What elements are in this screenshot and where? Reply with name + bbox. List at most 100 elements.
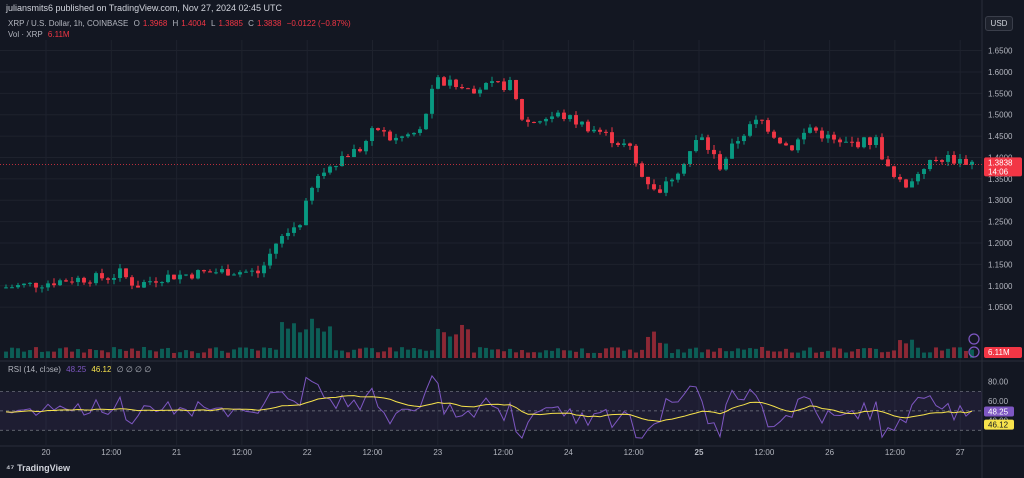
- volume-bar: [418, 349, 422, 358]
- candle-body: [520, 99, 524, 120]
- volume-bar: [640, 349, 644, 358]
- candle-body: [580, 121, 584, 125]
- volume-bar: [322, 331, 326, 358]
- volume-bar: [238, 347, 242, 358]
- candle-body: [70, 281, 74, 283]
- close-label: C: [248, 19, 254, 28]
- candle-body: [526, 119, 530, 122]
- candle-body: [466, 88, 470, 90]
- candle-body: [220, 269, 224, 273]
- candle-body: [604, 131, 608, 133]
- currency-button[interactable]: USD: [985, 16, 1013, 31]
- candle-body: [142, 282, 146, 288]
- volume-bar: [142, 346, 146, 358]
- volume-bar: [538, 352, 542, 358]
- candle-body: [472, 88, 476, 94]
- candle-body: [754, 119, 758, 125]
- volume-bar: [940, 350, 944, 358]
- candle-body: [568, 115, 572, 120]
- time-tick-label: 12:00: [885, 448, 906, 457]
- symbol-label[interactable]: XRP / U.S. Dollar, 1h, COINBASE: [8, 19, 129, 28]
- time-tick-label: 24: [564, 448, 573, 457]
- price-tick-label: 1.3000: [988, 196, 1013, 205]
- candle-body: [856, 141, 860, 148]
- candle-body: [82, 277, 86, 283]
- volume-bar: [250, 348, 254, 358]
- volume-bar: [754, 348, 758, 358]
- candle-body: [952, 154, 956, 164]
- volume-bar: [352, 349, 356, 358]
- candle-body: [376, 128, 380, 131]
- volume-bar: [76, 349, 80, 358]
- candle-body: [736, 141, 740, 144]
- candle-body: [118, 268, 122, 278]
- time-tick-label: 12:00: [362, 448, 383, 457]
- candle-body: [916, 173, 920, 182]
- add-alert-icon: [968, 333, 980, 345]
- volume-bar: [190, 351, 194, 358]
- volume-label[interactable]: Vol · XRP: [8, 30, 43, 39]
- volume-bar: [334, 350, 338, 358]
- volume-bar: [898, 340, 902, 358]
- volume-bar: [712, 351, 716, 358]
- candle-body: [112, 277, 116, 280]
- volume-bar: [484, 347, 488, 358]
- volume-bar: [220, 350, 224, 358]
- high-label: H: [172, 19, 179, 28]
- candle-body: [454, 79, 458, 88]
- volume-bar: [922, 352, 926, 358]
- volume-bar: [64, 347, 68, 358]
- candle-body: [358, 149, 362, 152]
- volume-bar: [106, 352, 110, 358]
- candle-body: [424, 113, 428, 130]
- volume-bar: [424, 350, 428, 358]
- candle-body: [268, 253, 272, 266]
- volume-bar: [100, 350, 104, 358]
- volume-bar: [844, 352, 848, 358]
- price-tick-label: 1.6500: [988, 47, 1013, 56]
- time-tick-label: 12:00: [624, 448, 645, 457]
- volume-bar: [610, 347, 614, 358]
- volume-bar: [340, 350, 344, 358]
- candle-body: [862, 137, 866, 148]
- volume-bar: [52, 351, 56, 358]
- volume-legend: Vol · XRP 6.11M: [8, 30, 73, 39]
- volume-bar: [670, 352, 674, 358]
- candle-body: [562, 112, 566, 120]
- volume-bar: [472, 352, 476, 358]
- volume-badge: [984, 347, 1022, 358]
- volume-bar: [928, 352, 932, 358]
- candle-body: [772, 131, 776, 138]
- tradingview-logo: ⁴⁷ TradingView: [6, 463, 70, 473]
- rsi-label[interactable]: RSI (14, close): [8, 365, 61, 374]
- candle-body: [28, 282, 32, 284]
- volume-bar: [406, 349, 410, 358]
- open-value: 1.3968: [142, 19, 168, 28]
- rsi-ma-badge-text: 46.12: [988, 421, 1009, 430]
- candle-body: [706, 137, 710, 150]
- candle-body: [274, 243, 278, 254]
- volume-bar: [442, 332, 446, 358]
- candle-body: [10, 287, 14, 289]
- volume-bar: [874, 348, 878, 358]
- candle-body: [160, 282, 164, 284]
- candle-body: [640, 163, 644, 177]
- volume-bar: [70, 351, 74, 358]
- volume-bar: [148, 350, 152, 358]
- volume-bar: [916, 347, 920, 358]
- volume-bar: [964, 350, 968, 358]
- volume-bar: [502, 351, 506, 358]
- candle-body: [694, 140, 698, 152]
- lightning-icon: [968, 346, 980, 358]
- rsi-ma-badge: [984, 419, 1014, 430]
- candle-body: [304, 200, 308, 226]
- candle-body: [922, 169, 926, 174]
- candle-body: [148, 281, 152, 283]
- candle-body: [532, 121, 536, 123]
- candle-body: [664, 181, 668, 193]
- volume-bar: [718, 348, 722, 358]
- last-price-badge: [984, 157, 1022, 177]
- volume-bar: [760, 346, 764, 358]
- candle-body: [658, 189, 662, 193]
